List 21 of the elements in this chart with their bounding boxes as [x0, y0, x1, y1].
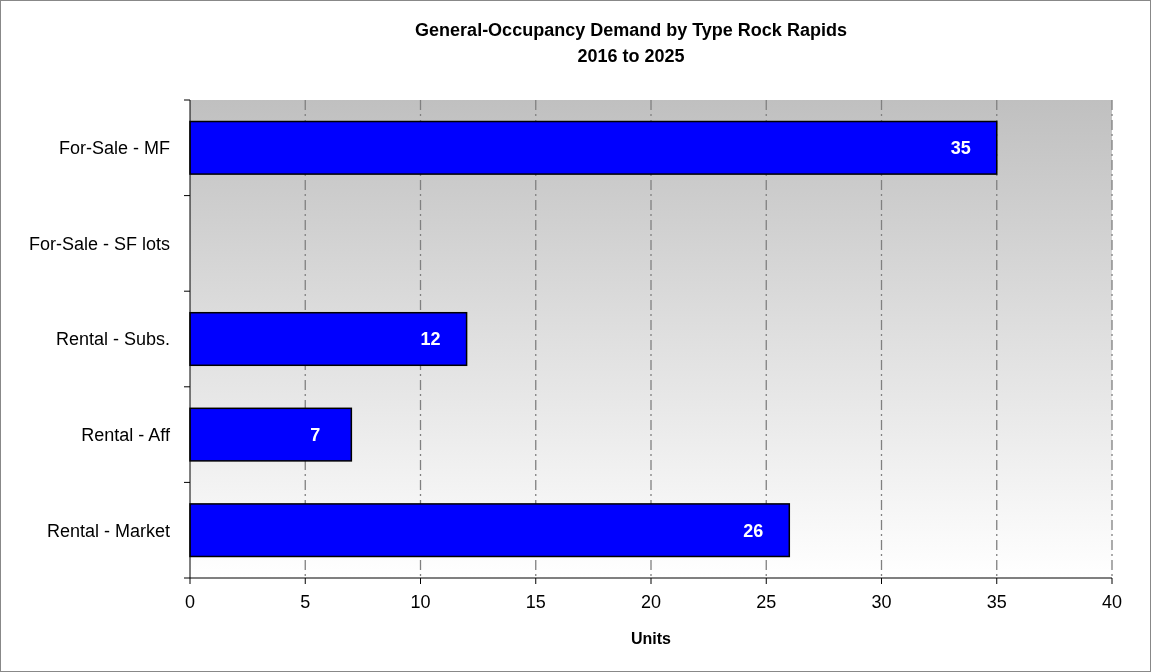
data-label: 12 [420, 329, 441, 350]
x-tick-label: 5 [300, 592, 311, 612]
data-label: 35 [950, 138, 971, 159]
chart-title: General-Occupancy Demand by Type Rock Rapids [415, 20, 847, 40]
x-tick-label: 10 [410, 592, 431, 612]
x-tick-label: 40 [1101, 592, 1123, 612]
x-tick-label: 30 [871, 592, 892, 612]
chart-subtitle: 2016 to 2025 [577, 46, 685, 66]
y-tick-label: For-Sale - MF [58, 138, 170, 159]
x-axis-title: Units [631, 630, 672, 647]
x-tick-label: 15 [525, 592, 546, 612]
data-label: 7 [310, 424, 321, 445]
y-tick-label: For-Sale - SF lots [28, 233, 170, 254]
x-tick-label: 35 [986, 592, 1007, 612]
y-tick-label: Rental - Subs. [55, 329, 170, 350]
x-tick-label: 0 [184, 592, 196, 612]
data-label: 26 [743, 520, 764, 541]
y-tick-label: Rental - Market [46, 520, 170, 541]
y-tick-label: Rental - Aff [81, 424, 171, 445]
x-tick-label: 20 [640, 592, 662, 612]
x-tick-label: 25 [756, 592, 777, 612]
